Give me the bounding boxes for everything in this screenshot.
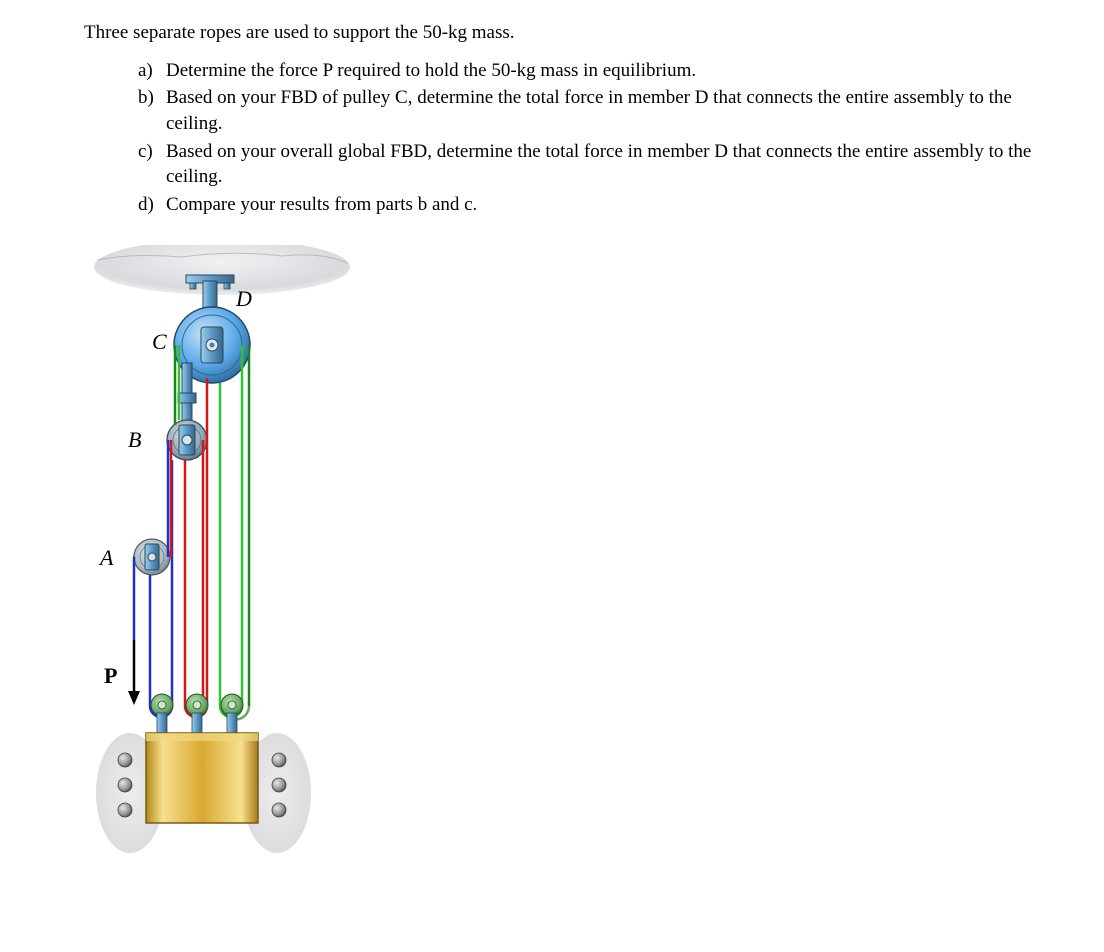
question-marker: b) [138, 85, 166, 111]
question-text: Determine the force P required to hold t… [166, 58, 1064, 84]
problem-statement: Three separate ropes are used to support… [84, 20, 1064, 46]
question-marker: c) [138, 139, 166, 165]
pulley-diagram: D C B A P [92, 245, 352, 885]
label-b: B [128, 425, 141, 455]
question-d: d) Compare your results from parts b and… [138, 192, 1064, 218]
question-marker: a) [138, 58, 166, 84]
question-marker: d) [138, 192, 166, 218]
label-p: P [104, 661, 117, 691]
label-c: C [152, 327, 167, 357]
question-list: a) Determine the force P required to hol… [84, 58, 1064, 218]
question-text: Compare your results from parts b and c. [166, 192, 1064, 218]
label-a: A [100, 543, 113, 573]
label-d: D [236, 284, 252, 314]
question-b: b) Based on your FBD of pulley C, determ… [138, 85, 1064, 136]
question-text: Based on your FBD of pulley C, determine… [166, 85, 1064, 136]
question-text: Based on your overall global FBD, determ… [166, 139, 1064, 190]
question-a: a) Determine the force P required to hol… [138, 58, 1064, 84]
question-c: c) Based on your overall global FBD, det… [138, 139, 1064, 190]
pulley-svg-icon [92, 245, 352, 885]
problem-statement-text: Three separate ropes are used to support… [84, 22, 515, 43]
